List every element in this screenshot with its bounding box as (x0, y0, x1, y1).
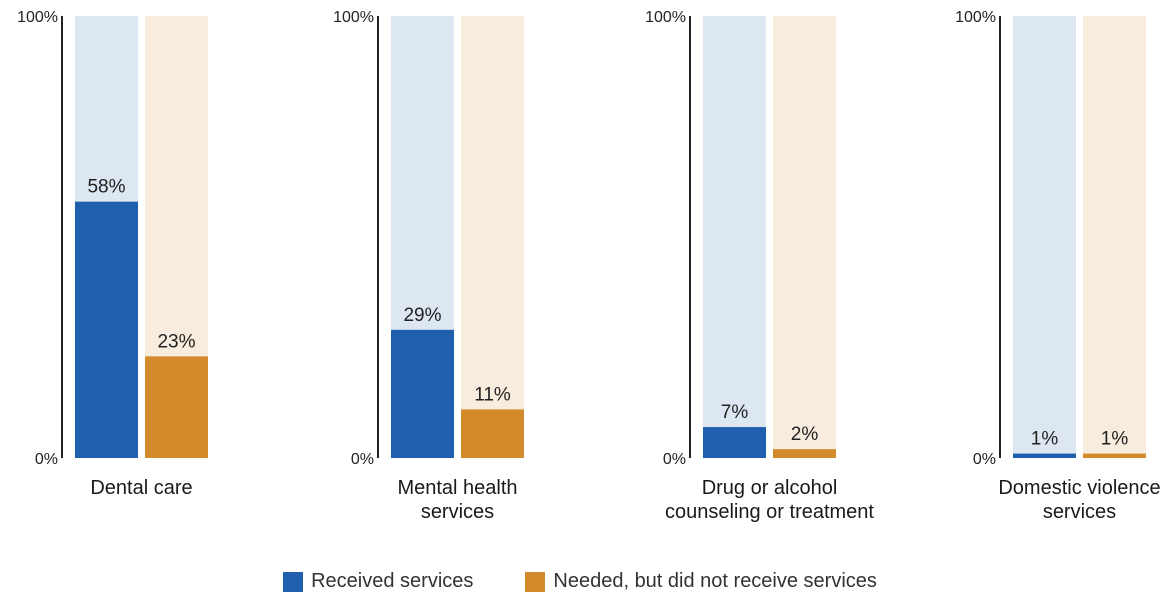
bar-background (703, 16, 766, 458)
data-label: 7% (721, 402, 749, 423)
category-label: Drug or alcohol counseling or treatment (665, 477, 874, 523)
y-tick-label-min: 0% (35, 451, 58, 468)
bar (1083, 453, 1146, 458)
category-label-line: Mental health (397, 477, 517, 499)
bar (703, 427, 766, 458)
category-label: Mental health services (397, 477, 517, 523)
y-tick-label-min: 0% (973, 451, 996, 468)
data-label: 1% (1031, 429, 1059, 450)
legend: Received services Needed, but did not re… (0, 570, 1160, 593)
legend-label-received: Received services (311, 570, 474, 592)
legend-label-needed: Needed, but did not receive services (553, 570, 877, 592)
legend-item-needed: Needed, but did not receive services (525, 570, 877, 593)
y-tick-label-max: 100% (645, 9, 686, 26)
y-tick-label-min: 0% (351, 451, 374, 468)
y-tick-label-max: 100% (955, 9, 996, 26)
bar (1013, 453, 1076, 458)
data-label: 58% (87, 177, 125, 198)
bar (773, 449, 836, 458)
bar-background (773, 16, 836, 458)
data-label: 1% (1101, 429, 1129, 450)
y-tick-label-min: 0% (663, 451, 686, 468)
y-tick-label-max: 100% (17, 9, 58, 26)
chart-svg: 100% 0% 58% 23% Dental care 100% 0% 29% 11% Menta… (17, 9, 1160, 523)
category-label-line: services (1043, 501, 1116, 523)
category-label-line: Dental care (90, 477, 192, 499)
category-label: Dental care (90, 477, 192, 499)
bar (461, 409, 524, 458)
category-label-line: Domestic violence (998, 477, 1160, 499)
legend-swatch-received (283, 571, 304, 592)
legend-swatch-needed (525, 571, 546, 592)
category-label-line: services (421, 501, 494, 523)
bar (75, 201, 138, 458)
bar-background (1013, 16, 1076, 458)
bar (391, 329, 454, 458)
category-label-line: counseling or treatment (665, 501, 874, 523)
data-label: 29% (403, 305, 441, 326)
bar-background (1083, 16, 1146, 458)
y-tick-label-max: 100% (333, 9, 374, 26)
data-label: 2% (791, 424, 819, 445)
data-label: 11% (474, 384, 511, 405)
bar-background (461, 16, 524, 458)
category-label-line: Drug or alcohol (702, 477, 838, 499)
data-label: 23% (157, 331, 195, 352)
bar (145, 356, 208, 458)
category-label: Domestic violence services (998, 477, 1160, 523)
legend-item-received: Received services (283, 570, 473, 593)
